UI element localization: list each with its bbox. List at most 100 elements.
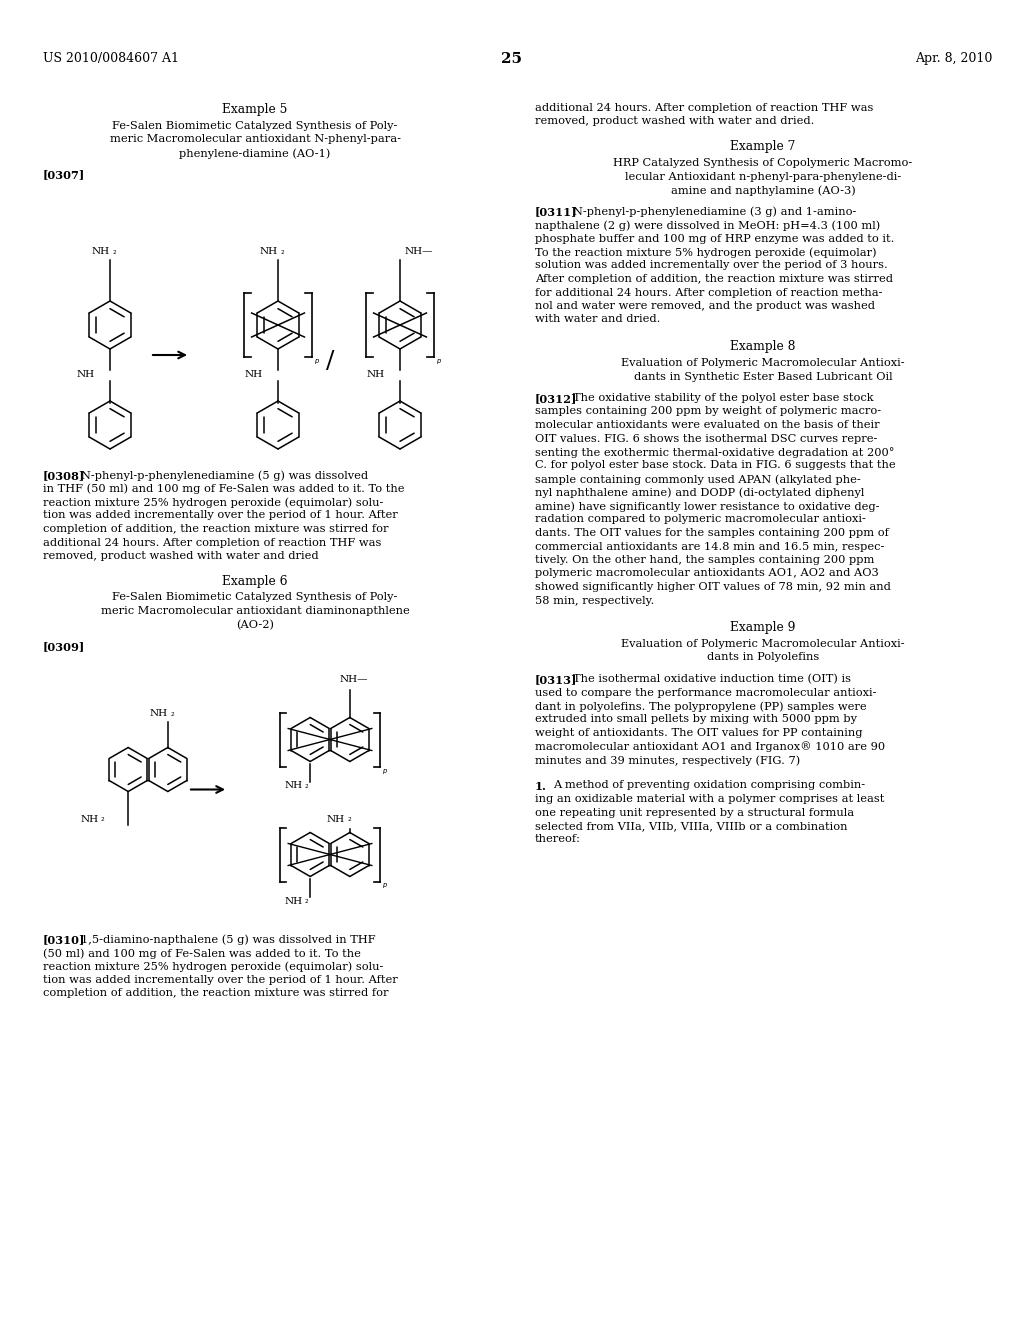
Text: dant in polyolefins. The polypropylene (PP) samples were: dant in polyolefins. The polypropylene (… [535,701,866,711]
Text: $_2$: $_2$ [100,816,105,825]
Text: [0308]: [0308] [43,470,85,480]
Text: NH: NH [77,370,95,379]
Text: reaction mixture 25% hydrogen peroxide (equimolar) solu-: reaction mixture 25% hydrogen peroxide (… [43,961,383,972]
Text: [0310]: [0310] [43,935,85,945]
Text: /: / [326,350,334,374]
Text: Evaluation of Polymeric Macromolecular Antioxi-: Evaluation of Polymeric Macromolecular A… [622,358,905,368]
Text: NH: NH [245,370,263,379]
Text: napthalene (2 g) were dissolved in MeOH: pH=4.3 (100 ml): napthalene (2 g) were dissolved in MeOH:… [535,220,881,231]
Text: ing an oxidizable material with a polymer comprises at least: ing an oxidizable material with a polyme… [535,795,885,804]
Text: meric Macromolecular antioxidant diaminonapthlene: meric Macromolecular antioxidant diamino… [100,606,410,616]
Text: samples containing 200 ppm by weight of polymeric macro-: samples containing 200 ppm by weight of … [535,407,881,417]
Text: with water and dried.: with water and dried. [535,314,660,325]
Text: To the reaction mixture 5% hydrogen peroxide (equimolar): To the reaction mixture 5% hydrogen pero… [535,247,877,257]
Text: 58 min, respectively.: 58 min, respectively. [535,595,654,606]
Text: amine and napthylamine (AO-3): amine and napthylamine (AO-3) [671,185,855,195]
Text: $_p$: $_p$ [382,882,388,891]
Text: nyl naphthalene amine) and DODP (di-octylated diphenyl: nyl naphthalene amine) and DODP (di-octy… [535,487,864,498]
Text: [0311]: [0311] [535,206,578,218]
Text: After completion of addition, the reaction mixture was stirred: After completion of addition, the reacti… [535,275,893,284]
Text: Example 6: Example 6 [222,574,288,587]
Text: Fe-Salen Biomimetic Catalyzed Synthesis of Poly-: Fe-Salen Biomimetic Catalyzed Synthesis … [113,593,397,602]
Text: minutes and 39 minutes, respectively (FIG. 7): minutes and 39 minutes, respectively (FI… [535,755,800,766]
Text: solution was added incrementally over the period of 3 hours.: solution was added incrementally over th… [535,260,888,271]
Text: additional 24 hours. After completion of reaction THF was: additional 24 hours. After completion of… [535,103,873,114]
Text: completion of addition, the reaction mixture was stirred for: completion of addition, the reaction mix… [43,524,388,535]
Text: NH: NH [284,896,302,906]
Text: 1.: 1. [535,780,547,792]
Text: NH: NH [367,370,385,379]
Text: commercial antioxidants are 14.8 min and 16.5 min, respec-: commercial antioxidants are 14.8 min and… [535,541,885,552]
Text: for additional 24 hours. After completion of reaction metha-: for additional 24 hours. After completio… [535,288,883,297]
Text: one repeating unit represented by a structural formula: one repeating unit represented by a stru… [535,808,854,817]
Text: $_p$: $_p$ [436,356,442,366]
Text: $_2$: $_2$ [170,710,175,719]
Text: additional 24 hours. After completion of reaction THF was: additional 24 hours. After completion of… [43,537,381,548]
Text: A method of preventing oxidation comprising combin-: A method of preventing oxidation compris… [553,780,865,791]
Text: NH—: NH— [406,247,433,256]
Text: OIT values. FIG. 6 shows the isothermal DSC curves repre-: OIT values. FIG. 6 shows the isothermal … [535,433,878,444]
Text: sample containing commonly used APAN (alkylated phe-: sample containing commonly used APAN (al… [535,474,861,484]
Text: dants in Polyolefins: dants in Polyolefins [707,652,819,663]
Text: NH: NH [150,710,168,718]
Text: $_2$: $_2$ [304,783,309,792]
Text: NH: NH [260,247,278,256]
Text: meric Macromolecular antioxidant N-phenyl-para-: meric Macromolecular antioxidant N-pheny… [110,135,400,144]
Text: NH: NH [284,781,302,791]
Text: $_2$: $_2$ [112,248,117,257]
Text: weight of antioxidants. The OIT values for PP containing: weight of antioxidants. The OIT values f… [535,729,862,738]
Text: macromolecular antioxidant AO1 and Irganox® 1010 are 90: macromolecular antioxidant AO1 and Irgan… [535,742,885,752]
Text: HRP Catalyzed Synthesis of Copolymeric Macromo-: HRP Catalyzed Synthesis of Copolymeric M… [613,158,912,168]
Text: [0313]: [0313] [535,675,578,685]
Text: Fe-Salen Biomimetic Catalyzed Synthesis of Poly-: Fe-Salen Biomimetic Catalyzed Synthesis … [113,121,397,131]
Text: removed, product washed with water and dried: removed, product washed with water and d… [43,550,318,561]
Text: extruded into small pellets by mixing with 5000 ppm by: extruded into small pellets by mixing wi… [535,714,857,725]
Text: The oxidative stability of the polyol ester base stock: The oxidative stability of the polyol es… [573,393,873,403]
Text: senting the exothermic thermal-oxidative degradation at 200°: senting the exothermic thermal-oxidative… [535,447,895,458]
Text: $_p$: $_p$ [382,767,388,776]
Text: [0307]: [0307] [43,169,85,181]
Text: C. for polyol ester base stock. Data in FIG. 6 suggests that the: C. for polyol ester base stock. Data in … [535,461,896,470]
Text: showed significantly higher OIT values of 78 min, 92 min and: showed significantly higher OIT values o… [535,582,891,591]
Text: amine) have significantly lower resistance to oxidative deg-: amine) have significantly lower resistan… [535,502,880,512]
Text: used to compare the performance macromolecular antioxi-: used to compare the performance macromol… [535,688,877,697]
Text: tion was added incrementally over the period of 1 hour. After: tion was added incrementally over the pe… [43,511,397,520]
Text: tively. On the other hand, the samples containing 200 ppm: tively. On the other hand, the samples c… [535,554,874,565]
Text: Example 9: Example 9 [730,620,796,634]
Text: $_2$: $_2$ [280,248,286,257]
Text: polymeric macromolecular antioxidants AO1, AO2 and AO3: polymeric macromolecular antioxidants AO… [535,569,879,578]
Text: NH—: NH— [340,675,369,684]
Text: Example 5: Example 5 [222,103,288,116]
Text: Evaluation of Polymeric Macromolecular Antioxi-: Evaluation of Polymeric Macromolecular A… [622,639,905,649]
Text: radation compared to polymeric macromolecular antioxi-: radation compared to polymeric macromole… [535,515,866,524]
Text: N-phenyl-p-phenylenediamine (3 g) and 1-amino-: N-phenyl-p-phenylenediamine (3 g) and 1-… [573,206,856,216]
Text: 1,5-diamino-napthalene (5 g) was dissolved in THF: 1,5-diamino-napthalene (5 g) was dissolv… [81,935,376,945]
Text: in THF (50 ml) and 100 mg of Fe-Salen was added to it. To the: in THF (50 ml) and 100 mg of Fe-Salen wa… [43,483,404,494]
Text: selected from VIIa, VIIb, VIIIa, VIIIb or a combination: selected from VIIa, VIIb, VIIIa, VIIIb o… [535,821,848,832]
Text: nol and water were removed, and the product was washed: nol and water were removed, and the prod… [535,301,874,312]
Text: $_2$: $_2$ [347,816,352,825]
Text: $_p$: $_p$ [314,356,321,366]
Text: dants. The OIT values for the samples containing 200 ppm of: dants. The OIT values for the samples co… [535,528,889,539]
Text: 25: 25 [502,51,522,66]
Text: tion was added incrementally over the period of 1 hour. After: tion was added incrementally over the pe… [43,975,397,985]
Text: phosphate buffer and 100 mg of HRP enzyme was added to it.: phosphate buffer and 100 mg of HRP enzym… [535,234,894,243]
Text: (50 ml) and 100 mg of Fe-Salen was added to it. To the: (50 ml) and 100 mg of Fe-Salen was added… [43,948,360,958]
Text: reaction mixture 25% hydrogen peroxide (equimolar) solu-: reaction mixture 25% hydrogen peroxide (… [43,498,383,508]
Text: completion of addition, the reaction mixture was stirred for: completion of addition, the reaction mix… [43,989,388,998]
Text: phenylene-diamine (AO-1): phenylene-diamine (AO-1) [179,148,331,158]
Text: lecular Antioxidant n-phenyl-para-phenylene-di-: lecular Antioxidant n-phenyl-para-phenyl… [625,172,901,181]
Text: The isothermal oxidative induction time (OIT) is: The isothermal oxidative induction time … [573,675,851,684]
Text: Example 7: Example 7 [730,140,796,153]
Text: US 2010/0084607 A1: US 2010/0084607 A1 [43,51,179,65]
Text: removed, product washed with water and dried.: removed, product washed with water and d… [535,116,814,127]
Text: NH: NH [80,814,98,824]
Text: Apr. 8, 2010: Apr. 8, 2010 [914,51,992,65]
Text: NH: NH [327,814,345,824]
Text: Example 8: Example 8 [730,341,796,352]
Text: dants in Synthetic Ester Based Lubricant Oil: dants in Synthetic Ester Based Lubricant… [634,371,892,381]
Text: thereof:: thereof: [535,834,581,845]
Text: [0312]: [0312] [535,393,578,404]
Text: [0309]: [0309] [43,642,85,652]
Text: NH: NH [92,247,110,256]
